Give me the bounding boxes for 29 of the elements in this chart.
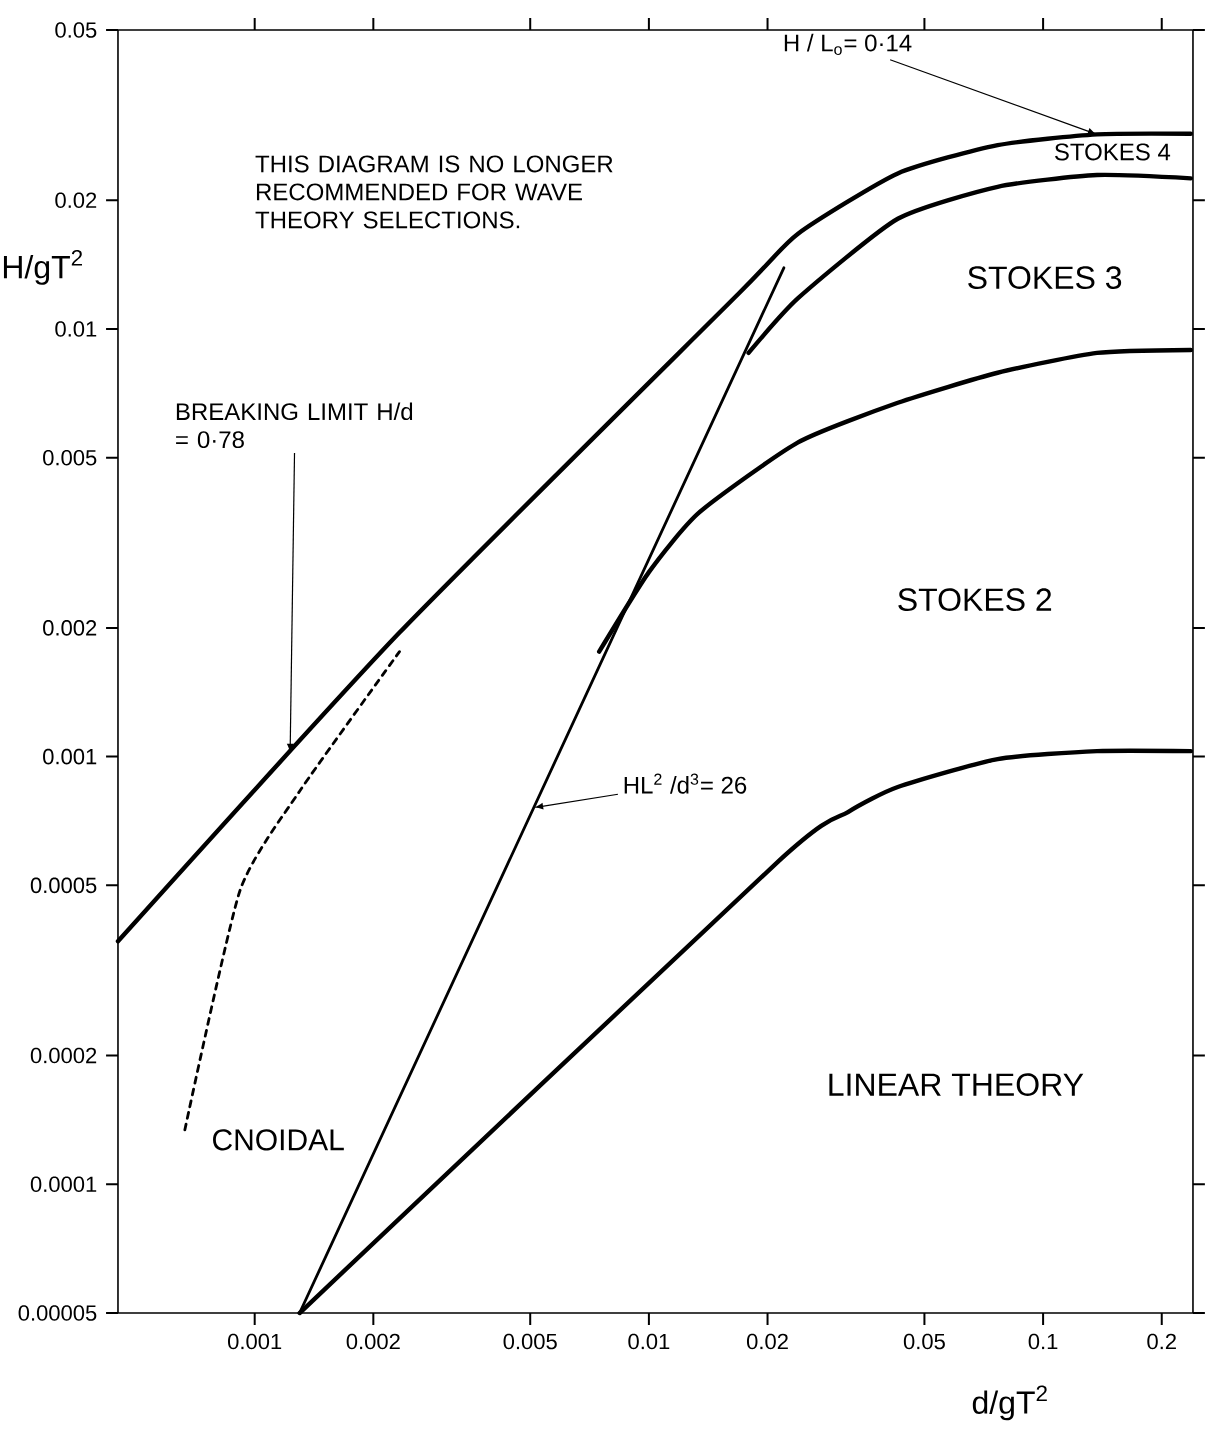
y-tick-label: 0.0005 bbox=[30, 877, 97, 894]
x-tick-label: 0.05 bbox=[903, 1333, 945, 1350]
x-tick-label: 0.1 bbox=[1028, 1333, 1058, 1350]
annotation: CNOIDAL bbox=[213, 1129, 344, 1151]
y-tick-label: 0.02 bbox=[55, 192, 97, 209]
x-tick-label: 0.2 bbox=[1147, 1333, 1176, 1350]
x-tick-label: 0.005 bbox=[503, 1333, 557, 1350]
x-tick-label: 0.002 bbox=[346, 1333, 400, 1350]
annotation: STOKES 4 bbox=[1054, 143, 1171, 161]
y-tick-label: 0.0001 bbox=[30, 1176, 97, 1193]
y-tick-label: 0.001 bbox=[43, 748, 97, 765]
annotation: LINEAR THEORY bbox=[829, 1073, 1084, 1096]
y-tick-label: 0.0002 bbox=[30, 1047, 97, 1064]
annotation: THIS DIAGRAM IS NO LONGER RECOMMENDED FOR WAVE THEORY SELECTIONS. bbox=[255, 155, 613, 229]
y-tick-label: 0.00005 bbox=[18, 1305, 97, 1321]
x-tick-label: 0.001 bbox=[228, 1333, 282, 1350]
annotation: STOKES 3 bbox=[968, 266, 1122, 289]
x-tick-label: 0.01 bbox=[628, 1333, 670, 1350]
annotation: BREAKING LIMIT H/d = 0·78 bbox=[176, 402, 413, 449]
x-axis-title: d/gT$^{2}$ bbox=[972, 1385, 1047, 1421]
y-tick-label: 0.01 bbox=[55, 321, 97, 337]
y-tick-label: 0.002 bbox=[43, 620, 97, 636]
x-tick-label: 0.02 bbox=[746, 1333, 788, 1350]
y-axis-title: H/gT$^{2}$ bbox=[3, 249, 82, 285]
annotation: HL$^{2}$ /d$^{3}$= 26 bbox=[624, 773, 747, 794]
annotation: H / L$_{o}$= 0·14 bbox=[784, 33, 912, 55]
annotation: STOKES 2 bbox=[898, 588, 1052, 611]
y-tick-label: 0.05 bbox=[55, 22, 97, 38]
y-tick-label: 0.005 bbox=[43, 449, 97, 466]
